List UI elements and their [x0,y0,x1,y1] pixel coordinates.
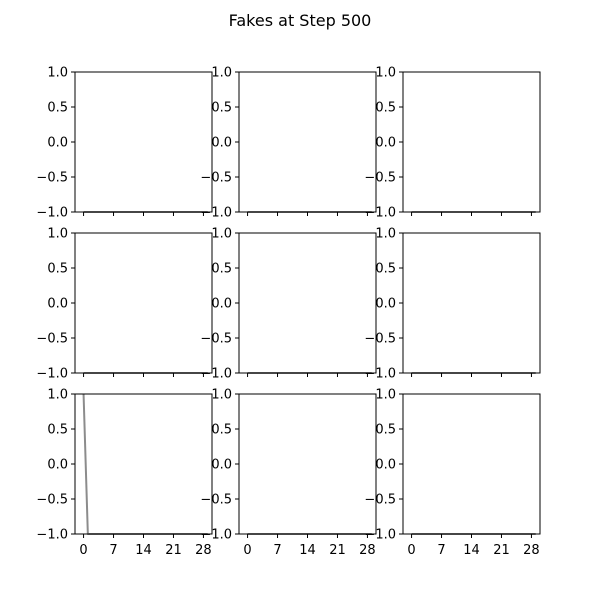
x-tick-label: 14 [299,543,316,558]
y-tick-label: 0.0 [211,136,232,151]
axes-area [75,72,212,212]
subplot-r3c2: 1.0 0.5 0.0 −0.5 −1.0 0 7 14 21 28 [200,388,377,558]
axes-area [239,233,376,373]
y-tick-label: −0.5 [364,171,396,186]
x-tick-label: 21 [493,543,510,558]
x-tick-label: 28 [523,543,540,558]
x-tick-label: 0 [407,543,415,558]
axes-area [239,72,376,212]
y-tick-label: 1.0 [375,388,396,403]
x-tick-label: 0 [79,543,87,558]
x-tick-label: 21 [165,543,182,558]
y-tick-label: −0.5 [36,493,68,508]
y-tick-label: −1.0 [200,367,232,382]
y-tick-label: −1.0 [200,206,232,221]
y-tick-label: 0.5 [375,262,396,277]
y-tick-label: −1.0 [364,367,396,382]
subplot-r2c1: 1.0 0.5 0.0 −0.5 −1.0 [36,227,213,382]
y-tick-label: 0.5 [211,262,232,277]
y-tick-label: −0.5 [200,332,232,347]
y-tick-label: −1.0 [364,528,396,543]
x-tick-label: 0 [243,543,251,558]
y-tick-label: 0.5 [211,101,232,116]
x-tick-label: 28 [359,543,376,558]
x-tick-label: 7 [437,543,445,558]
axes-area [403,394,540,534]
y-tick-label: −1.0 [200,528,232,543]
subplot-r3c1: 1.0 0.5 0.0 −0.5 −1.0 0 7 14 21 28 [36,388,213,558]
y-tick-label: −0.5 [364,332,396,347]
y-tick-label: 0.0 [375,297,396,312]
axes-area [403,72,540,212]
y-tick-label: 0.5 [375,101,396,116]
subplot-r2c3: 1.0 0.5 0.0 −0.5 −1.0 [364,227,541,382]
y-tick-label: 0.5 [211,423,232,438]
axes-area [75,233,212,373]
y-tick-label: 1.0 [47,66,68,81]
subplot-r1c3: 1.0 0.5 0.0 −0.5 −1.0 [364,66,541,221]
y-tick-label: −0.5 [36,332,68,347]
y-tick-label: −1.0 [36,367,68,382]
x-tick-label: 7 [273,543,281,558]
axes-area [239,394,376,534]
y-tick-label: 0.0 [375,458,396,473]
subplot-r3c3: 1.0 0.5 0.0 −0.5 −1.0 0 7 14 21 28 [364,388,541,558]
y-tick-label: −0.5 [364,493,396,508]
x-tick-label: 21 [329,543,346,558]
y-tick-label: −1.0 [36,528,68,543]
figure-title: Fakes at Step 500 [229,11,372,30]
y-tick-label: −0.5 [200,493,232,508]
axes-area [75,394,212,534]
y-tick-label: 0.0 [47,458,68,473]
y-tick-label: 0.5 [375,423,396,438]
y-tick-label: 0.0 [47,297,68,312]
x-tick-label: 7 [109,543,117,558]
y-tick-label: 1.0 [47,227,68,242]
y-tick-label: 0.5 [47,262,68,277]
y-tick-label: 0.0 [375,136,396,151]
y-tick-label: −0.5 [36,171,68,186]
y-tick-label: 0.0 [211,297,232,312]
y-tick-label: 1.0 [211,227,232,242]
y-tick-label: 1.0 [47,388,68,403]
y-tick-label: 1.0 [211,388,232,403]
y-tick-label: −0.5 [200,171,232,186]
y-tick-label: 1.0 [375,227,396,242]
y-tick-label: 0.0 [211,458,232,473]
y-tick-label: −1.0 [36,206,68,221]
y-tick-label: −1.0 [364,206,396,221]
x-tick-label: 28 [195,543,212,558]
y-tick-label: 0.0 [47,136,68,151]
x-tick-label: 14 [463,543,480,558]
subplot-grid: 1.0 0.5 0.0 −0.5 −1.0 1.0 0.5 0.0 −0.5 −1.0 1.0 0.5… [36,66,541,558]
subplot-r1c2: 1.0 0.5 0.0 −0.5 −1.0 [200,66,377,221]
y-tick-label: 0.5 [47,423,68,438]
y-tick-label: 1.0 [375,66,396,81]
x-tick-label: 14 [135,543,152,558]
axes-area [403,233,540,373]
subplot-r2c2: 1.0 0.5 0.0 −0.5 −1.0 [200,227,377,382]
y-tick-label: 1.0 [211,66,232,81]
y-tick-label: 0.5 [47,101,68,116]
subplot-r1c1: 1.0 0.5 0.0 −0.5 −1.0 [36,66,213,221]
